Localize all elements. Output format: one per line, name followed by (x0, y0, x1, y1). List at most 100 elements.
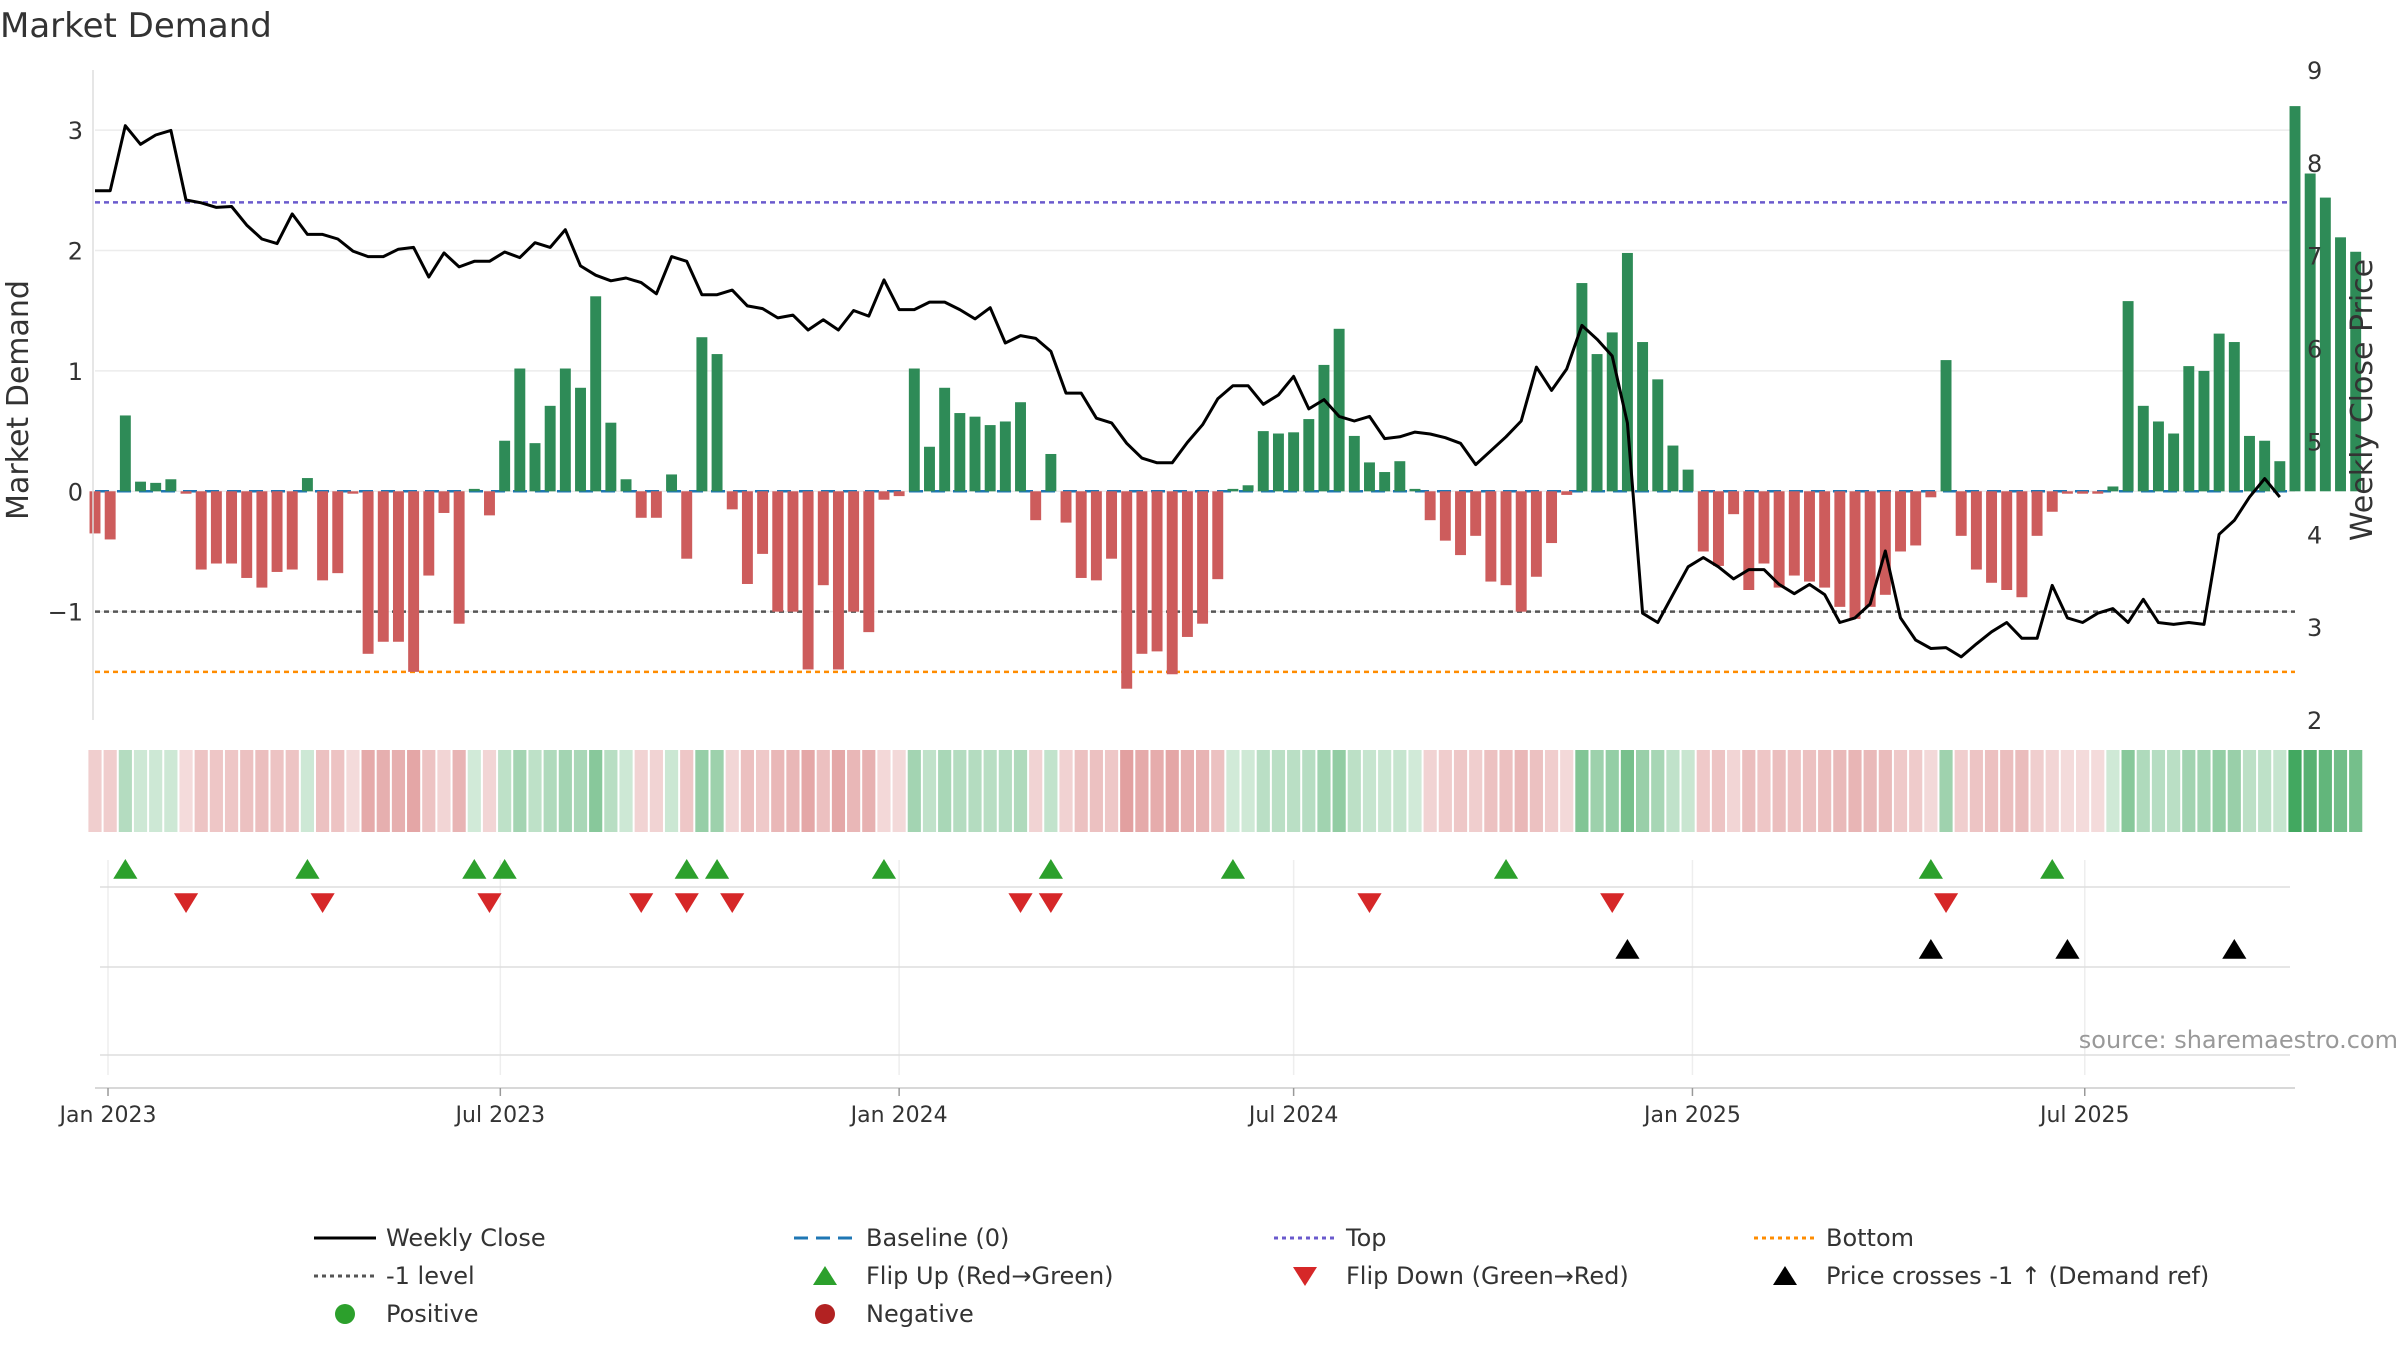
heat-cell (149, 750, 163, 832)
heat-cell (346, 750, 360, 832)
heat-cell (2212, 750, 2226, 832)
demand-bar (2031, 491, 2043, 536)
demand-bar (2274, 461, 2286, 492)
demand-bar (210, 491, 222, 564)
demand-bar (2335, 237, 2346, 492)
demand-bar (256, 491, 268, 588)
heat-cell (1469, 750, 1483, 832)
heat-cell (1135, 750, 1149, 832)
demand-bar (1379, 472, 1391, 492)
demand-bar (1637, 342, 1649, 492)
heat-cell (2227, 750, 2241, 832)
demand-bar (772, 491, 784, 612)
flip-up-marker (2040, 859, 2065, 879)
demand-bar (635, 491, 647, 518)
demand-bar (726, 491, 738, 510)
demand-bar (1788, 491, 1800, 576)
y2-tick-label: 2 (2307, 707, 2322, 735)
demand-bar (2198, 370, 2210, 492)
demand-bar (347, 491, 359, 494)
flip-up-marker (704, 859, 730, 879)
heat-cell (255, 750, 269, 832)
heat-cell (1423, 750, 1437, 832)
demand-bar (1227, 488, 1239, 492)
legend-dotted-line-icon (1274, 1236, 1336, 1240)
demand-bar (1530, 491, 1542, 577)
flip-down-marker (173, 893, 199, 913)
demand-bar (392, 491, 404, 642)
heat-cell (452, 750, 466, 832)
heat-cell (2197, 750, 2211, 832)
heat-cell (482, 750, 497, 832)
heat-cell (2076, 750, 2090, 832)
demand-bar (1409, 488, 1421, 492)
flip-down-marker (310, 893, 335, 913)
demand-bar (1849, 491, 1861, 619)
demand-bar (1515, 491, 1527, 612)
demand-bar (1804, 491, 1815, 582)
demand-bar (1986, 491, 1998, 583)
legend-triangle-up-icon (1773, 1266, 1797, 1285)
demand-bar (408, 491, 420, 672)
demand-bar (1394, 461, 1406, 492)
heat-cell (816, 750, 830, 832)
heat-cell (2045, 750, 2059, 832)
heat-cell (118, 750, 132, 832)
heat-cell (2273, 750, 2287, 832)
heat-cell (786, 750, 800, 832)
demand-bar (620, 479, 632, 492)
legend-label: Negative (866, 1300, 974, 1328)
heat-cell (1727, 750, 1741, 832)
demand-bar (1303, 419, 1315, 492)
heat-cell (2333, 750, 2348, 832)
heat-cell (938, 750, 952, 832)
heat-cell (847, 750, 861, 832)
heat-cell (2288, 750, 2302, 832)
demand-bar (1895, 491, 1906, 552)
demand-bar (1470, 491, 1482, 536)
legend-triangle-up-icon (813, 1266, 837, 1285)
flip-up-marker (462, 859, 487, 879)
demand-bar (226, 491, 238, 564)
heat-cell (1772, 750, 1786, 832)
heat-cell (224, 750, 239, 832)
demand-bar (939, 387, 951, 492)
demand-bar (1257, 431, 1269, 492)
demand-bar (802, 491, 814, 670)
heat-cell (1271, 750, 1286, 832)
demand-bar (377, 491, 389, 642)
heat-cell (695, 750, 709, 832)
heat-cell (1196, 750, 1210, 832)
legend-weekly-close: Weekly Close (310, 1220, 546, 1256)
legend-baseline: Baseline (0) (790, 1220, 1009, 1256)
flip-down-marker (1357, 893, 1382, 913)
legend-circle-icon (815, 1304, 835, 1324)
legend-circle-icon (335, 1304, 355, 1324)
heat-cell (1362, 750, 1377, 832)
heat-cell (1029, 750, 1043, 832)
demand-bar (1424, 491, 1436, 521)
demand-bar (2259, 440, 2271, 492)
demand-bar (1712, 491, 1724, 566)
heat-cell (1560, 750, 1574, 832)
heat-cell (2060, 750, 2074, 832)
heat-cell (983, 750, 997, 832)
heat-cell (1332, 750, 1346, 832)
heat-cell (2258, 750, 2272, 832)
heat-cell (1681, 750, 1695, 832)
heat-cell (1742, 750, 1756, 832)
heat-cell (1969, 750, 1983, 832)
demand-bar (1242, 485, 1254, 492)
heat-cell (953, 750, 967, 832)
heat-cell (1044, 750, 1058, 832)
demand-bar (2289, 106, 2301, 492)
demand-bar (484, 491, 495, 516)
demand-bar (681, 491, 693, 559)
demand-bar (984, 425, 996, 492)
heat-cell (1939, 750, 1953, 832)
cross-markers (100, 939, 2290, 968)
demand-bar (1970, 491, 1982, 570)
x-tick-label: Jan 2025 (1642, 1103, 1741, 1128)
legend: Weekly Close Baseline (0) Top Bottom -1 … (0, 1200, 2400, 1350)
heat-cell (1241, 750, 1255, 832)
